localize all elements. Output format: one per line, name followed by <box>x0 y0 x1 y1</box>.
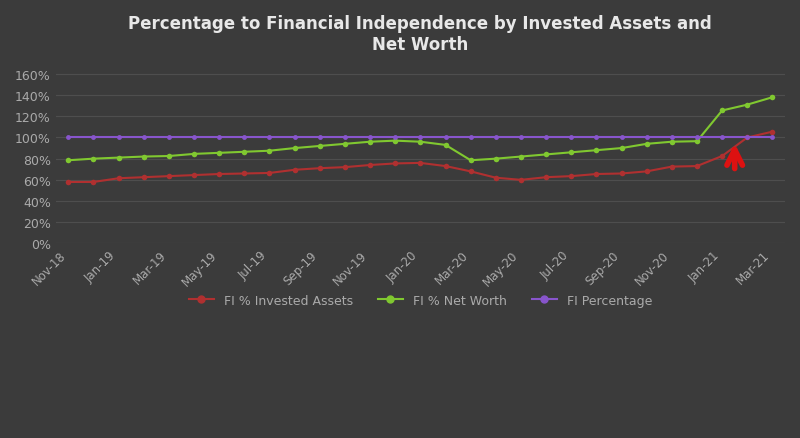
Title: Percentage to Financial Independence by Invested Assets and
Net Worth: Percentage to Financial Independence by … <box>129 15 712 54</box>
Legend: FI % Invested Assets, FI % Net Worth, FI Percentage: FI % Invested Assets, FI % Net Worth, FI… <box>184 289 657 312</box>
